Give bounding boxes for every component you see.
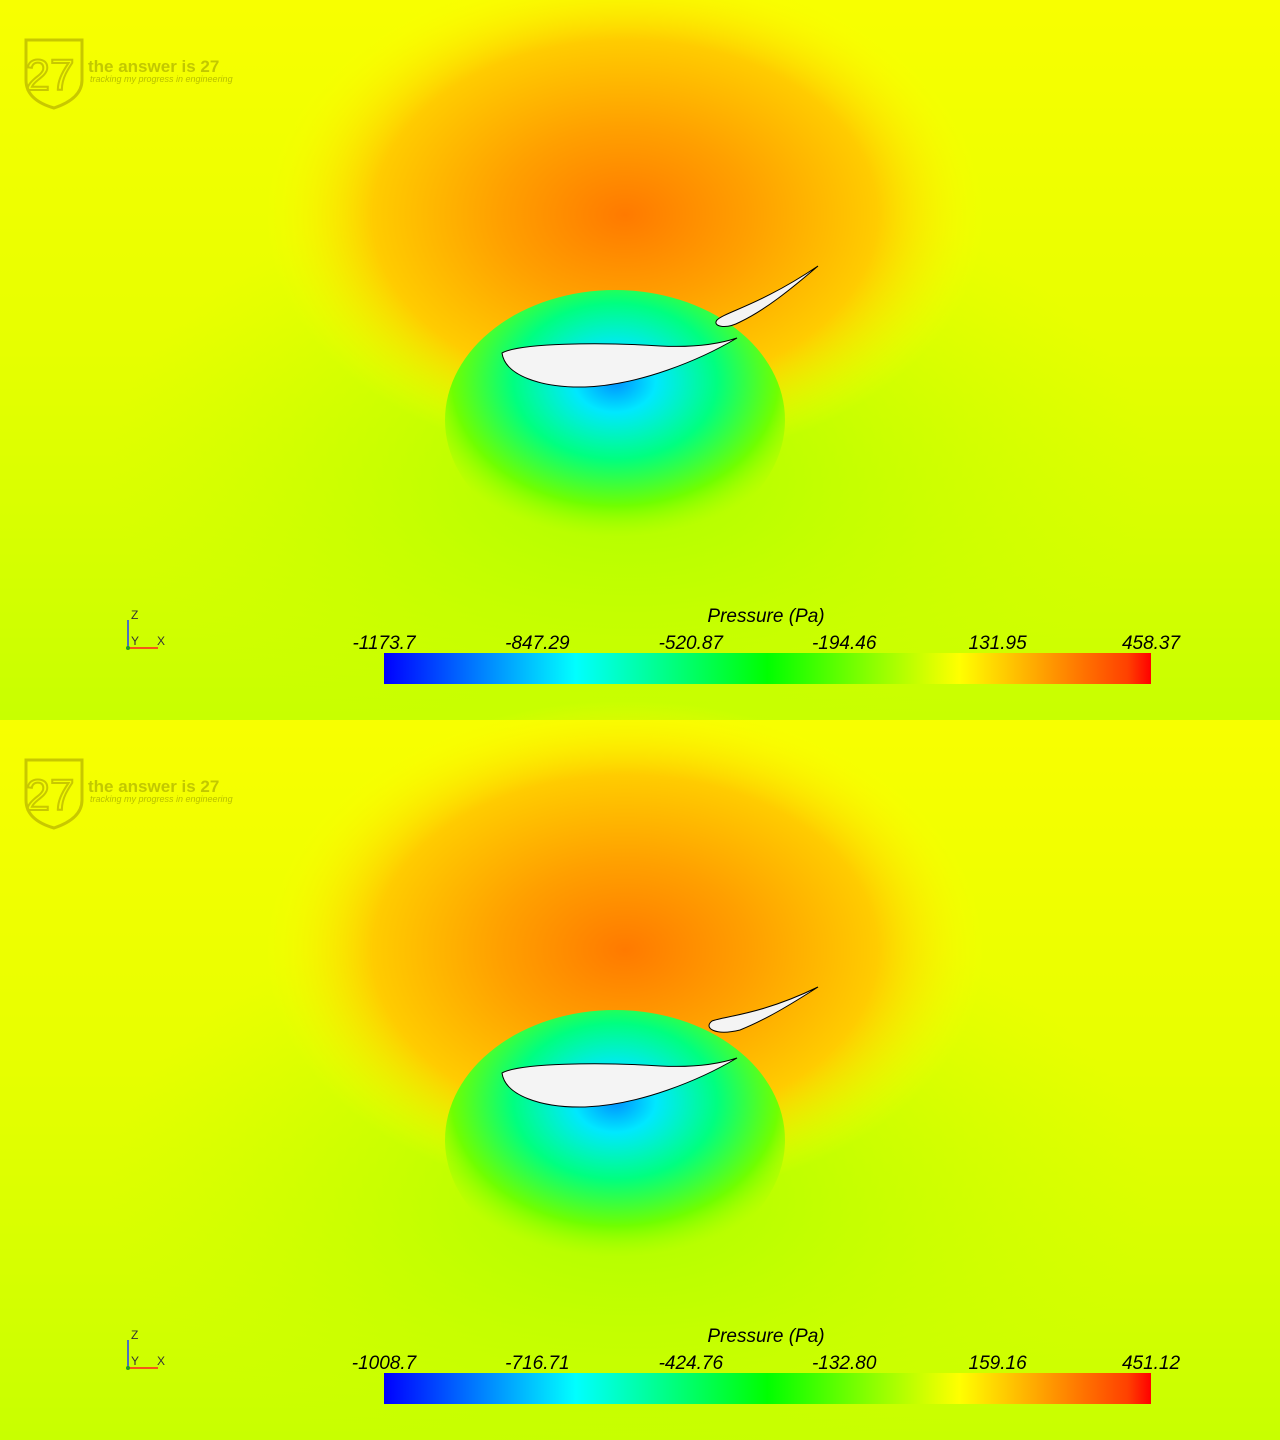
- colorbar-tick-label: 159.16: [969, 1353, 1028, 1374]
- triad-z-label: Z: [131, 1328, 138, 1342]
- colorbar-title: Pressure (Pa): [707, 1326, 824, 1347]
- triad-x-label: X: [157, 1354, 165, 1368]
- triad-y-label: Y: [131, 634, 139, 648]
- triad-origin: [126, 1366, 130, 1370]
- flap-airfoil: [715, 265, 819, 327]
- triad-origin: [126, 646, 130, 650]
- logo-shield: [24, 758, 84, 830]
- colorbar-tick-label: 451.12: [1122, 1353, 1181, 1374]
- logo-shield: [24, 38, 84, 110]
- flap-airfoil: [708, 986, 819, 1033]
- colorbar-tick-label: -716.71: [505, 1353, 569, 1374]
- colorbar-tick-label: 131.95: [969, 633, 1028, 654]
- triad-y-label: Y: [131, 1354, 139, 1368]
- high-pressure: [265, 700, 985, 1200]
- logo-mark: 27: [26, 771, 75, 820]
- colorbar-tick-label: -132.80: [812, 1353, 877, 1374]
- colorbar-title: Pressure (Pa): [707, 606, 824, 627]
- colorbar-tick-label: -1173.7: [352, 633, 416, 654]
- high-pressure: [265, 0, 985, 465]
- main-airfoil: [501, 337, 738, 388]
- logo-title: the answer is 27: [88, 57, 219, 76]
- triad-x-label: X: [157, 634, 165, 648]
- logo-subtitle: tracking my progress in engineering: [90, 794, 233, 804]
- logo-mark: 27: [26, 51, 75, 100]
- main-airfoil: [501, 1057, 738, 1108]
- colorbar-tick-label: -194.46: [812, 633, 877, 654]
- logo-title: the answer is 27: [88, 777, 219, 796]
- colorbar-tick-label: -847.29: [505, 633, 570, 654]
- triad-z-label: Z: [131, 608, 138, 622]
- suction-region: [445, 290, 785, 550]
- colorbar-tick-label: -1008.7: [352, 1353, 418, 1374]
- colorbar: [384, 1373, 1151, 1404]
- suction-region: [445, 1010, 785, 1270]
- logo-subtitle: tracking my progress in engineering: [90, 74, 233, 84]
- colorbar-tick-label: -520.87: [659, 633, 725, 654]
- colorbar: [384, 653, 1151, 684]
- colorbar-tick-label: -424.76: [659, 1353, 724, 1374]
- colorbar-tick-label: 458.37: [1122, 633, 1182, 654]
